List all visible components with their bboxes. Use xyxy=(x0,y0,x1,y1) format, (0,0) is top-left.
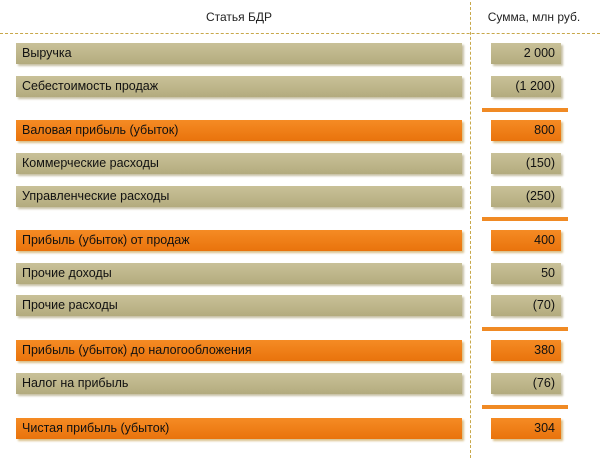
row-value-other-expenses: (70) xyxy=(491,295,561,316)
subtotal-separator xyxy=(482,108,568,112)
row-label-revenue: Выручка xyxy=(16,43,462,64)
row-label-gross-profit: Валовая прибыль (убыток) xyxy=(16,120,462,141)
column-header-item: Статья БДР xyxy=(205,10,273,24)
row-label-other-expenses: Прочие расходы xyxy=(16,295,462,316)
row-value-gross-profit: 800 xyxy=(491,120,561,141)
subtotal-separator xyxy=(482,217,568,221)
subtotal-separator xyxy=(482,405,568,409)
row-value-profit-from-sales: 400 xyxy=(491,230,561,251)
row-value-profit-before-tax: 380 xyxy=(491,340,561,361)
subtotal-separator xyxy=(482,327,568,331)
row-label-administrative-expenses: Управленческие расходы xyxy=(16,186,462,207)
row-label-cost-of-sales: Себестоимость продаж xyxy=(16,76,462,97)
row-label-income-tax: Налог на прибыль xyxy=(16,373,462,394)
row-label-net-profit: Чистая прибыль (убыток) xyxy=(16,418,462,439)
row-label-profit-before-tax: Прибыль (убыток) до налогообложения xyxy=(16,340,462,361)
row-label-other-income: Прочие доходы xyxy=(16,263,462,284)
row-value-administrative-expenses: (250) xyxy=(491,186,561,207)
row-label-profit-from-sales: Прибыль (убыток) от продаж xyxy=(16,230,462,251)
column-divider-line xyxy=(470,2,471,458)
row-value-net-profit: 304 xyxy=(491,418,561,439)
row-value-cost-of-sales: (1 200) xyxy=(491,76,561,97)
column-header-amount: Сумма, млн руб. xyxy=(487,10,581,24)
row-value-commercial-expenses: (150) xyxy=(491,153,561,174)
row-value-revenue: 2 000 xyxy=(491,43,561,64)
row-value-income-tax: (76) xyxy=(491,373,561,394)
row-label-commercial-expenses: Коммерческие расходы xyxy=(16,153,462,174)
row-value-other-income: 50 xyxy=(491,263,561,284)
header-divider-line xyxy=(0,33,600,34)
